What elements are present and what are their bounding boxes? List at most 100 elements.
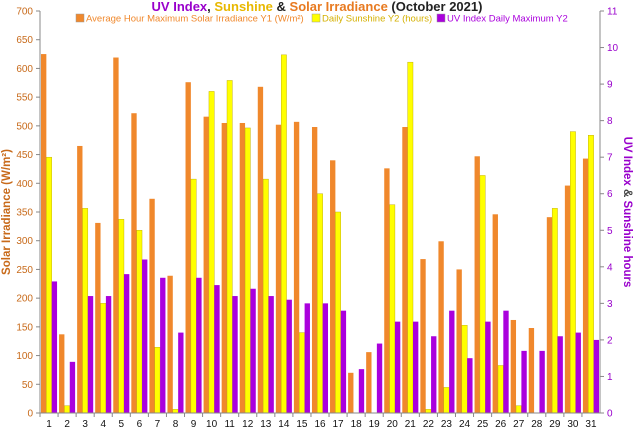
x-tick-label: 5 [119,419,125,430]
y-ticks-right: 0 1 2 3 4 5 6 7 8 9 10 11 [600,7,619,420]
bar [185,82,191,414]
y-tick-left-label: 650 [16,35,33,46]
x-tick-label: 2 [64,419,70,430]
bar [528,328,535,413]
bar [366,352,372,413]
x-tick-label: 23 [441,419,453,430]
y-tick-left-label: 200 [16,294,33,305]
bar [82,208,89,414]
y-tick-left-label: 600 [16,64,33,75]
x-tick-label: 9 [191,419,197,430]
legend-swatch [311,13,321,23]
x-tick-label: 18 [351,419,363,430]
y-tick-left-label: 550 [16,93,33,104]
bar [521,350,527,413]
bar [160,277,166,413]
bar [257,86,264,413]
bar [167,275,173,413]
y-ticks-left: 0 50 100 150 200 250 300 350 400 450 500 550 600 650 7… [16,7,40,420]
bar [575,332,581,413]
bar [149,198,155,413]
bar [431,336,437,413]
bar [570,131,576,414]
bar [268,296,274,413]
bars [41,54,599,414]
bar [497,365,504,414]
y-tick-left-label: 150 [16,322,33,333]
bar [588,135,594,414]
y-tick-left-label: 250 [16,265,33,276]
y-tick-right-label: 9 [607,80,613,91]
legend: Average Hour Maximum Solar Irradiance Y1… [75,13,568,25]
y-tick-left-label: 0 [27,409,33,420]
y-tick-left-label: 50 [22,380,34,391]
bar [413,321,419,413]
bar [250,288,256,413]
x-tick-label: 3 [82,419,88,430]
bar [474,156,480,414]
bar [461,325,468,414]
bar [69,361,76,413]
x-tick-label: 12 [242,419,254,430]
bar [77,145,83,413]
y-tick-left-label: 450 [16,150,33,161]
x-tick-label: 7 [155,419,161,430]
chart-title-part: Sunshine [214,0,273,14]
bar [389,204,396,414]
chart-title-part: UV Index [152,0,208,14]
y-axis-right-title: UV Index & Sunshine hours [621,137,633,288]
x-tick-label: 24 [459,419,471,430]
x-tick-label: 25 [477,419,489,430]
y-tick-right-label: 5 [607,226,613,237]
bar [539,350,545,413]
y-axis-right-title-part: UV Index [621,137,633,187]
bar [214,285,220,413]
bar [275,124,282,414]
bar [515,405,522,414]
bar [449,310,455,413]
y-tick-right-label: 4 [607,262,613,273]
bar [113,57,119,414]
bar [304,303,310,413]
x-tick-label: 26 [495,419,507,430]
chart-title-part: Solar Irradiance [290,0,388,14]
bar [340,310,347,413]
bar [456,269,462,413]
bar [299,332,305,414]
x-tick-label: 6 [137,419,143,430]
bar [203,116,209,414]
y-tick-right-label: 1 [607,372,613,383]
bar [485,321,491,413]
x-tick-label: 10 [206,419,218,430]
x-tick-label: 31 [585,419,597,430]
chart-title-part: & [273,0,290,14]
bar [407,61,414,414]
y-axis-right-title-part: & [621,186,633,201]
x-tick-label: 4 [100,419,106,430]
x-tick-label: 14 [278,419,290,430]
bar [280,54,287,414]
x-tick-label: 11 [224,419,235,430]
y-tick-left-label: 300 [16,236,33,247]
bar [100,303,107,414]
bar [142,259,148,413]
bar [286,299,292,413]
bar [41,54,47,413]
x-tick-label: 19 [369,419,381,430]
bar [87,296,94,413]
bar [51,281,58,413]
bar [172,409,179,414]
bar [551,208,558,414]
x-ticks: 1 2 3 4 5 6 7 8 9 10 11 12 13 14 15 16 17 18 19 20 21 22 23 24 2… [39,413,597,430]
x-tick-label: 13 [260,419,272,430]
bar [154,347,161,414]
bar [394,321,401,413]
y-axis-left-title: Solar Irradiance (W/m²) [1,149,13,275]
bar [443,387,450,414]
y-tick-right-label: 2 [607,335,613,346]
bar [402,127,408,413]
x-tick-label: 16 [314,419,326,430]
chart-title-part: , [207,0,214,14]
bar [510,319,517,413]
